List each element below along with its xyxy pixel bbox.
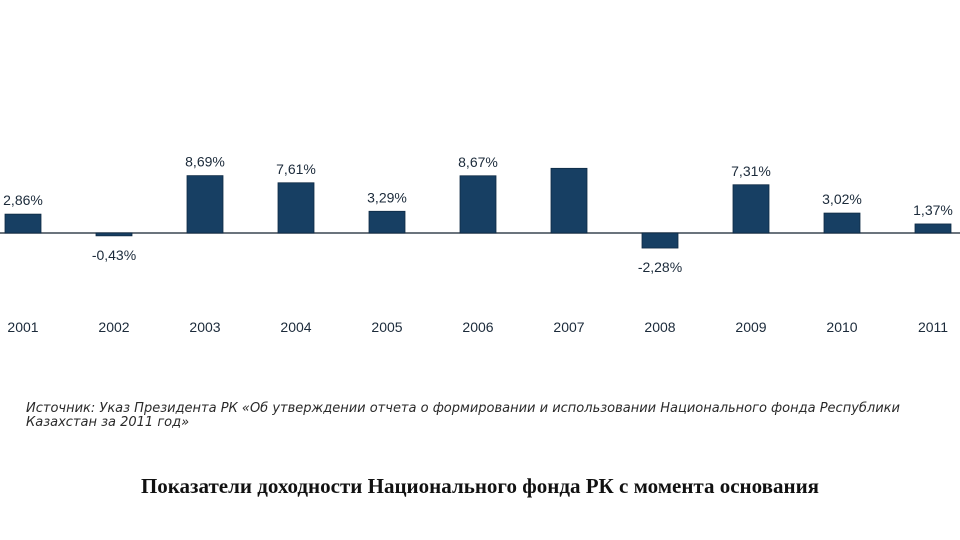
bar-chart: 2,86% 2001 -0,43% 2002 8,69% 2003 7,61% 2004 3,2…	[0, 154, 960, 335]
x-tick-label-2008: 2008	[644, 319, 675, 335]
bar-2009	[732, 184, 770, 234]
chart-area: 2,86% 2001 -0,43% 2002 8,69% 2003 7,61% 2004 3,2…	[0, 154, 960, 335]
data-label-2001: 2,86%	[3, 192, 43, 208]
bar-2005	[368, 210, 406, 234]
x-tick-label-2003: 2003	[189, 319, 220, 335]
bar-2006	[459, 175, 497, 234]
bar-2007	[550, 167, 588, 234]
x-tick-label-2005: 2005	[371, 319, 402, 335]
data-label-2003: 8,69%	[185, 154, 225, 170]
x-tick-label-2010: 2010	[826, 319, 857, 335]
bar-2001	[4, 213, 42, 234]
data-label-2005: 3,29%	[367, 189, 407, 205]
x-tick-label-2009: 2009	[735, 319, 766, 335]
bar-2004	[277, 182, 315, 234]
data-label-2006: 8,67%	[458, 154, 498, 170]
bar-2002	[95, 232, 133, 237]
data-label-2011: 1,37%	[913, 202, 953, 218]
x-tick-label-2001: 2001	[7, 319, 38, 335]
data-label-2002: -0,43%	[92, 247, 136, 263]
x-tick-label-2002: 2002	[98, 319, 129, 335]
page-title: Показатели доходности Национального фонд…	[140, 474, 820, 498]
bar-2008	[641, 232, 679, 249]
x-tick-label-2007: 2007	[553, 319, 584, 335]
source-note: Источник: Указ Президента РК «Об утвержд…	[26, 401, 900, 430]
data-label-2008: -2,28%	[638, 259, 682, 275]
bar-2011	[914, 223, 952, 234]
x-tick-label-2004: 2004	[280, 319, 311, 335]
data-label-2009: 7,31%	[731, 163, 771, 179]
data-label-2010: 3,02%	[822, 191, 862, 207]
bar-2003	[186, 175, 224, 234]
x-tick-label-2006: 2006	[462, 319, 493, 335]
data-label-2004: 7,61%	[276, 161, 316, 177]
bar-2010	[823, 212, 861, 234]
x-tick-label-2011: 2011	[918, 319, 948, 335]
